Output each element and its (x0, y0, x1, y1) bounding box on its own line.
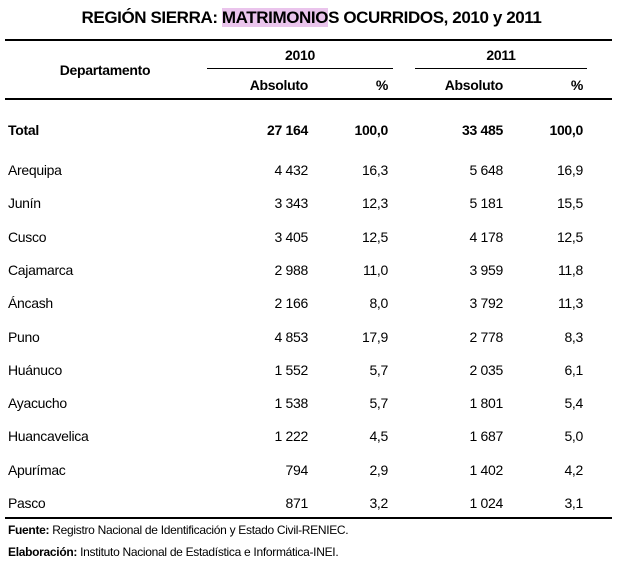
title-prefix: REGIÓN SIERRA: (81, 8, 222, 27)
row-name: Pasco (8, 495, 46, 511)
year-rule (207, 68, 393, 69)
year-rule (415, 68, 587, 69)
bottom-rule (5, 517, 612, 519)
cell: 11,8 (557, 261, 583, 278)
cell: 794 (285, 461, 309, 478)
cell: 3 959 (469, 261, 503, 278)
note: Elaboración: Instituto Nacional de Estad… (8, 544, 339, 560)
top-rule (5, 39, 612, 41)
cell: 5 181 (469, 195, 503, 212)
cell: 5,4 (564, 395, 583, 412)
cell: 4,2 (564, 461, 583, 478)
header-rule (5, 98, 612, 100)
row-name: Cajamarca (8, 261, 73, 278)
cell: 1 552 (274, 361, 308, 378)
column-header: % (375, 77, 388, 93)
row-name: Arequipa (8, 162, 62, 178)
cell: 11,3 (557, 295, 583, 312)
cell: 17,9 (361, 328, 388, 345)
cell: 2 778 (469, 328, 503, 345)
cell: 3,1 (564, 495, 583, 511)
note: Fuente: Registro Nacional de Identificac… (8, 522, 349, 538)
row-name: Apurímac (8, 461, 66, 478)
cell: 16,9 (556, 162, 583, 178)
cell: 5,7 (369, 395, 388, 412)
column-header: Absoluto (444, 77, 504, 93)
cell: 3,2 (369, 495, 388, 511)
cell: 5,7 (369, 361, 388, 378)
cell: 5,0 (564, 428, 583, 445)
column-header: Absoluto (249, 77, 309, 93)
note-text: Registro Nacional de Identificación y Es… (49, 523, 349, 537)
cell: 1 402 (469, 461, 503, 478)
row-name: Ayacucho (8, 395, 67, 412)
row-name: Áncash (8, 295, 53, 312)
column-header: % (570, 77, 583, 93)
cell: 3 792 (469, 295, 503, 312)
row-name: Huancavelica (8, 428, 89, 445)
cell: 4,5 (369, 428, 388, 445)
cell: 27 164 (266, 122, 308, 138)
cell: 100,0 (549, 122, 583, 138)
cell: 100,0 (354, 122, 388, 138)
row-name: Junín (8, 195, 41, 212)
row-name: Cusco (8, 228, 47, 245)
cell: 5 648 (469, 162, 503, 178)
note-text: Instituto Nacional de Estadística e Info… (77, 545, 339, 559)
cell: 33 485 (461, 122, 503, 138)
cell: 2 035 (469, 361, 503, 378)
cell: 2 988 (274, 261, 308, 278)
cell: 6,1 (564, 361, 583, 378)
title-suffix: S OCURRIDOS, 2010 y 2011 (328, 8, 542, 27)
cell: 871 (285, 495, 309, 511)
cell: 11,0 (362, 261, 388, 278)
cell: 8,0 (369, 295, 388, 312)
note-label: Elaboración: (8, 545, 78, 559)
year-header: 2011 (486, 47, 516, 63)
cell: 1 222 (274, 428, 308, 445)
cell: 1 801 (469, 395, 503, 412)
row-label-header: Departamento (59, 62, 151, 78)
cell: 16,3 (361, 162, 388, 178)
cell: 1 538 (274, 395, 308, 412)
row-name: Huánuco (8, 361, 62, 378)
cell: 4 178 (469, 228, 503, 245)
row-name: Puno (8, 328, 40, 345)
note-label: Fuente: (8, 523, 50, 537)
title-highlight: MATRIMONIO (221, 8, 329, 27)
year-header: 2010 (285, 47, 315, 63)
cell: 12,5 (361, 228, 388, 245)
row-name: Total (8, 122, 39, 138)
cell: 12,3 (361, 195, 388, 212)
cell: 4 853 (274, 328, 308, 345)
cell: 1 687 (469, 428, 503, 445)
cell: 2 166 (274, 295, 308, 312)
cell: 1 024 (469, 495, 503, 511)
cell: 2,9 (369, 461, 388, 478)
cell: 15,5 (556, 195, 583, 212)
cell: 12,5 (556, 228, 583, 245)
cell: 3 343 (274, 195, 308, 212)
cell: 4 432 (274, 162, 308, 178)
cell: 8,3 (564, 328, 583, 345)
title: REGIÓN SIERRA: MATRIMONIOS OCURRIDOS, 20… (0, 8, 623, 28)
cell: 3 405 (274, 228, 308, 245)
